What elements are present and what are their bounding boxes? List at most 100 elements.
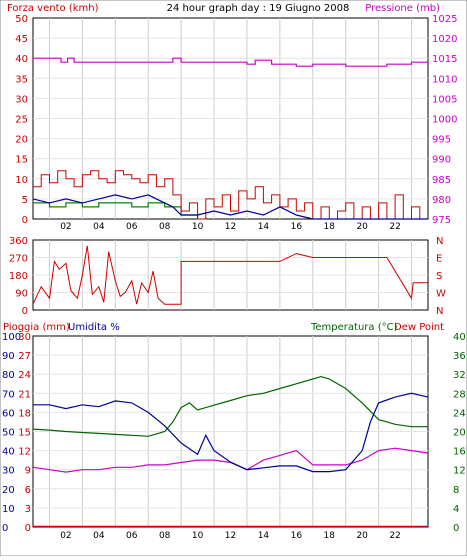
dir-right-tick: W	[436, 289, 446, 300]
temp-x-tick: 18	[324, 531, 336, 541]
humidity-left-tick: 90	[2, 351, 15, 362]
humidity-left-tick: 10	[2, 504, 15, 515]
humidity-left-tick: 20	[2, 485, 15, 496]
temp-x-tick: 12	[225, 531, 236, 541]
humidity-left-tick: 100	[2, 332, 21, 343]
rain-left-tick: 6	[25, 485, 31, 496]
pressure-right-tick: 1010	[432, 74, 457, 85]
wind-left-tick: 45	[15, 34, 28, 45]
pressure-right-tick: 980	[432, 195, 451, 206]
wind-x-tick: 10	[192, 222, 204, 232]
wind-left-tick: 35	[15, 74, 28, 85]
dir-left-tick: 90	[15, 289, 28, 300]
wind-x-tick: 04	[93, 222, 105, 232]
temp-right-tick: 40	[453, 332, 466, 343]
temp-right-tick: 32	[453, 370, 466, 381]
temp-right-tick: 24	[453, 408, 466, 419]
rain-left-tick: 12	[18, 447, 31, 458]
temp-x-tick: 16	[291, 531, 303, 541]
dir-left-tick: 270	[9, 254, 28, 265]
rain-left-tick: 30	[18, 332, 31, 343]
humidity-left-tick: 80	[2, 370, 15, 381]
wind-left-tick: 40	[15, 54, 28, 65]
dir-left-tick: 0	[22, 306, 28, 317]
left-label-rain: Pioggia (mm)	[3, 322, 70, 333]
average-series	[32, 194, 428, 220]
wind-left-tick: 50	[15, 14, 28, 25]
rain-left-tick: 21	[18, 389, 31, 400]
temp-x-tick: 04	[93, 531, 105, 541]
pressure-right-tick: 990	[432, 155, 451, 166]
chart-title: 24 hour graph day : 19 Giugno 2008	[167, 3, 350, 14]
right-label-pressure: Pressione (mb)	[365, 3, 440, 14]
humidity-left-tick: 0	[2, 523, 8, 534]
rain-left-tick: 15	[18, 428, 31, 439]
wind-left-tick: 30	[15, 94, 28, 105]
pressure-series	[33, 57, 428, 67]
wind-x-tick: 12	[225, 222, 236, 232]
temp-x-tick: 06	[126, 531, 138, 541]
pressure-right-tick: 985	[432, 175, 451, 186]
temp-right-tick: 8	[453, 485, 459, 496]
wind-left-tick: 15	[15, 155, 28, 166]
temperature-series	[32, 375, 428, 437]
right-label-temp: Temperatura (°C)	[310, 322, 398, 333]
wind-x-tick: 22	[389, 222, 400, 232]
humidity-left-tick: 30	[2, 466, 15, 477]
temp-right-tick: 0	[453, 523, 459, 534]
wind-x-tick: 20	[356, 222, 368, 232]
temp-x-tick: 20	[356, 531, 368, 541]
dir-right-tick: N	[436, 306, 443, 317]
dir-right-tick: S	[436, 271, 442, 282]
rain-left-tick: 0	[25, 523, 31, 534]
wind-left-tick: 20	[15, 135, 28, 146]
wind-left-tick: 5	[22, 195, 28, 206]
temp-right-tick: 28	[453, 389, 466, 400]
rain-left-tick: 27	[18, 351, 31, 362]
right-label-dew: Dew Point	[394, 322, 444, 333]
temp-x-tick: 08	[159, 531, 171, 541]
temp-right-tick: 4	[453, 504, 459, 515]
pressure-right-tick: 1005	[432, 94, 457, 105]
wind-x-tick: 02	[60, 222, 71, 232]
left-label-humidity: Umidita %	[68, 322, 120, 333]
temp-x-tick: 22	[389, 531, 400, 541]
direction-series	[32, 245, 428, 305]
humidity-left-tick: 70	[2, 389, 15, 400]
pressure-right-tick: 1015	[432, 54, 457, 65]
pressure-right-tick: 975	[432, 215, 451, 226]
temp-right-tick: 16	[453, 447, 466, 458]
dir-right-tick: N	[436, 236, 443, 247]
dir-left-tick: 360	[9, 236, 28, 247]
humidity-series	[33, 392, 429, 473]
temp-x-tick: 14	[258, 531, 270, 541]
rain-left-tick: 24	[18, 370, 31, 381]
temp-x-tick: 10	[192, 531, 204, 541]
rain-left-tick: 18	[18, 408, 31, 419]
humidity-left-tick: 40	[2, 447, 15, 458]
humidity-left-tick: 50	[2, 428, 15, 439]
temp-right-tick: 20	[453, 428, 466, 439]
wind-x-tick: 18	[324, 222, 336, 232]
rain-left-tick: 9	[25, 466, 31, 477]
pressure-right-tick: 1025	[432, 14, 457, 25]
temp-right-tick: 36	[453, 351, 466, 362]
temp-x-tick: 02	[60, 531, 71, 541]
wind-x-tick: 14	[258, 222, 270, 232]
dir-left-tick: 180	[9, 271, 28, 282]
wind-x-tick: 08	[159, 222, 171, 232]
wind-x-tick: 06	[126, 222, 138, 232]
rain-left-tick: 3	[25, 504, 31, 515]
humidity-left-tick: 60	[2, 408, 15, 419]
pressure-right-tick: 995	[432, 135, 451, 146]
pressure-right-tick: 1000	[432, 115, 457, 126]
wind-x-tick: 16	[291, 222, 303, 232]
dir-right-tick: E	[436, 254, 442, 265]
temp-right-tick: 12	[453, 466, 466, 477]
wind-left-tick: 0	[22, 215, 28, 226]
wind-left-tick: 10	[15, 175, 28, 186]
wind-left-tick: 25	[15, 115, 28, 126]
pressure-right-tick: 1020	[432, 34, 457, 45]
